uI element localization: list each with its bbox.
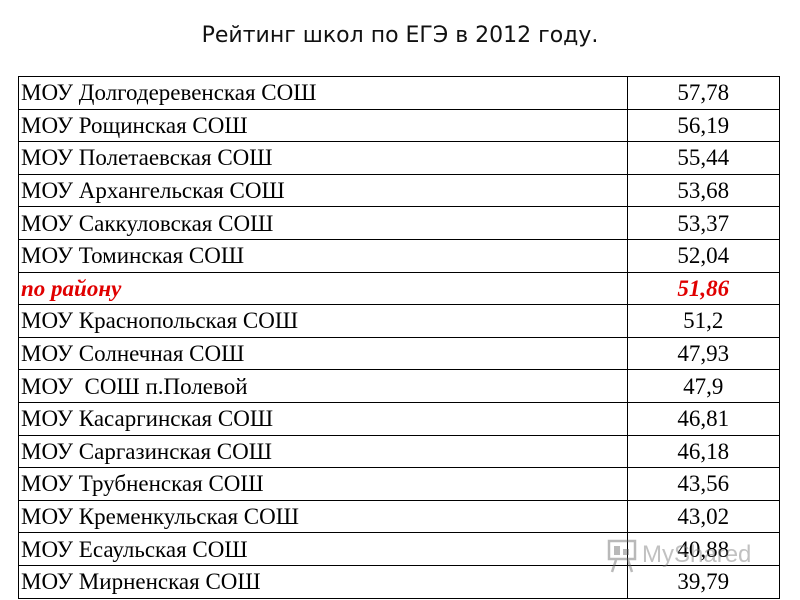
school-name-cell: МОУ Мирненская СОШ [18,564,628,599]
ranking-table-body: МОУ Долгодеревенская СОШ 57,78 МОУ Рощинск… [18,76,781,599]
score-cell: 53,37 [626,206,781,240]
school-name-cell: МОУ Саргазинская СОШ [18,434,628,469]
school-name-cell: МОУ Рощинская СОШ [18,108,628,143]
table-row: МОУ Томинская СОШ 52,04 [18,238,781,273]
table-row: МОУ Долгодеревенская СОШ 57,78 [18,76,781,110]
school-name-cell: МОУ Солнечная СОШ [18,336,628,371]
school-name-cell: МОУ Томинская СОШ [18,238,628,273]
score-cell: 56,19 [626,108,781,143]
score-cell: 53,68 [626,173,781,208]
table-row: МОУ Есаульская СОШ 40,88 [18,532,781,566]
score-cell: 47,9 [626,369,781,403]
school-name-cell: по району [18,271,628,306]
table-row: МОУ Касаргинская СОШ 46,81 [18,401,781,436]
score-cell: 55,44 [626,141,781,175]
school-name-cell: МОУ Полетаевская СОШ [18,141,628,175]
school-name-cell: МОУ Архангельская СОШ [18,173,628,208]
table-row: МОУ Саргазинская СОШ 46,18 [18,434,781,469]
school-name-cell: МОУ Касаргинская СОШ [18,401,628,436]
score-cell: 40,88 [626,532,781,566]
table-row: МОУ Полетаевская СОШ 55,44 [18,141,781,175]
school-name-cell: МОУ Кременкульская СОШ [18,499,628,534]
page-title: Рейтинг школ по ЕГЭ в 2012 году. [201,23,599,48]
table-row: МОУ СОШ п.Полевой 47,9 [18,369,781,403]
school-name-cell: МОУ Долгодеревенская СОШ [18,76,628,110]
table-row: МОУ Мирненская СОШ 39,79 [18,564,781,599]
table-row: МОУ Рощинская СОШ 56,19 [18,108,781,143]
table-row: МОУ Кременкульская СОШ 43,02 [18,499,781,534]
school-name-cell: МОУ СОШ п.Полевой [18,369,628,403]
table-row: МОУ Солнечная СОШ 47,93 [18,336,781,371]
score-cell: 43,02 [626,499,781,534]
table-row: МОУ Краснопольская СОШ 51,2 [18,304,781,338]
score-cell: 39,79 [626,564,781,599]
score-cell: 46,81 [626,401,781,436]
score-cell: 51,2 [626,304,781,338]
table-row: МОУ Архангельская СОШ 53,68 [18,173,781,208]
score-cell: 57,78 [626,76,781,110]
school-name-cell: МОУ Есаульская СОШ [18,532,628,566]
score-cell: 46,18 [626,434,781,469]
table-row: МОУ Трубненская СОШ 43,56 [18,467,781,501]
table-row: МОУ Саккуловская СОШ 53,37 [18,206,781,240]
score-cell: 52,04 [626,238,781,273]
district-average-row: по району 51,86 [18,271,781,306]
score-cell: 51,86 [626,271,781,306]
score-cell: 43,56 [626,467,781,501]
score-cell: 47,93 [626,336,781,371]
school-name-cell: МОУ Краснопольская СОШ [18,304,628,338]
school-ranking-table: МОУ Долгодеревенская СОШ 57,78 МОУ Рощинск… [18,76,781,599]
school-name-cell: МОУ Трубненская СОШ [18,467,628,501]
school-name-cell: МОУ Саккуловская СОШ [18,206,628,240]
